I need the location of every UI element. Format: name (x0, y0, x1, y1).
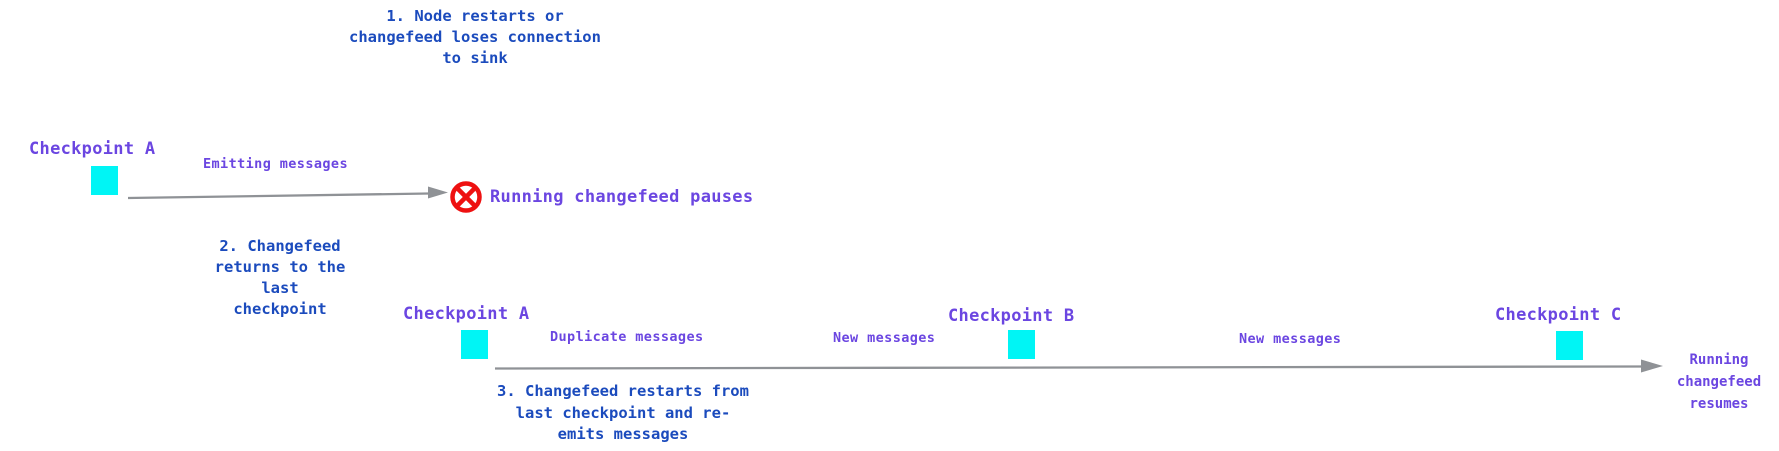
checkpoint-a-marker-paused (91, 166, 118, 195)
cancel-icon-x-stroke (456, 187, 476, 207)
emitting-messages-label: Emitting messages (203, 156, 348, 172)
checkpoint-a-label-paused: Checkpoint A (29, 139, 156, 159)
step1-note: 1. Node restarts or changefeed loses con… (349, 7, 601, 67)
running-changefeed-pauses-label: Running changefeed pauses (490, 187, 754, 207)
checkpoint-c-label: Checkpoint C (1495, 305, 1622, 325)
checkpoint-c-marker (1556, 331, 1583, 360)
checkpoint-a-marker-resumed (461, 330, 488, 359)
running-changefeed-resumes-label: Running changefeed resumes (1676, 352, 1762, 412)
timeline-paused-line (127, 192, 430, 200)
duplicate-messages-label: Duplicate messages (550, 329, 704, 345)
checkpoint-b-label: Checkpoint B (948, 306, 1075, 326)
step2-note: 2. Changefeed returns to the last checkp… (214, 237, 346, 318)
new-messages-label-2: New messages (1239, 331, 1342, 347)
arrowhead-icon (428, 186, 448, 199)
checkpoint-b-marker (1008, 330, 1035, 359)
new-messages-label-1: New messages (833, 330, 936, 346)
step3-note: 3. Changefeed restarts from last checkpo… (497, 382, 749, 443)
arrowhead-icon (1641, 359, 1663, 373)
cancel-icon (450, 181, 482, 213)
checkpoint-a-label-resumed: Checkpoint A (403, 304, 530, 324)
timeline-resumed-line (494, 365, 1643, 370)
